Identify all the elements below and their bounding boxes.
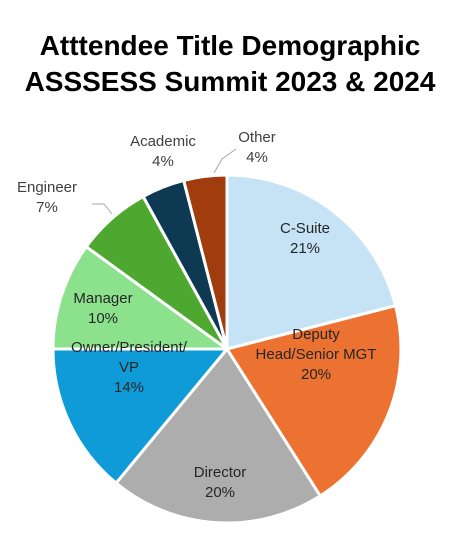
chart-title: Atttendee Title Demographic ASSSESS Summ… <box>0 28 460 100</box>
slice-category-label: Director <box>194 464 247 481</box>
slice-value-label: 4% <box>152 153 174 170</box>
pie-slice-c-suite <box>225 173 398 351</box>
leader-line-8 <box>213 148 237 174</box>
slice-value-label: 10% <box>88 310 118 327</box>
pie-labels: C-Suite 21%Deputy Head/Senior MGT 20%Direct… <box>17 129 376 501</box>
slice-category-label: Manager <box>73 290 132 307</box>
slice-category-label: Other <box>238 129 276 146</box>
slice-category-label: Deputy <box>292 326 340 343</box>
slice-label-6: Engineer 7% <box>17 179 77 216</box>
slice-category-label: C-Suite <box>280 220 330 237</box>
slice-label-2: Deputy Head/Senior MGT 20% <box>256 326 377 383</box>
pie-slices <box>51 173 403 525</box>
slice-category-label: VP <box>119 359 139 376</box>
slice-value-label: 14% <box>114 379 144 396</box>
slice-value-label: 7% <box>36 199 58 216</box>
slice-value-label: 21% <box>290 240 320 257</box>
pie-slice-manager <box>51 245 229 351</box>
slice-category-label: Academic <box>130 133 196 150</box>
chart-title-line-2: ASSSESS Summit 2023 & 2024 <box>24 66 436 97</box>
slice-label-1: C-Suite 21% <box>280 220 330 257</box>
slice-label-7: Academic 4% <box>130 133 196 170</box>
slice-category-label: Owner/President/ <box>71 339 188 356</box>
slice-label-3: Director 20% <box>194 464 247 501</box>
leader-line-6 <box>92 203 113 215</box>
slice-label-4: Owner/President/VP 14% <box>71 339 188 396</box>
slice-category-label: Head/Senior MGT <box>256 346 377 363</box>
slice-label-8: Other 4% <box>238 129 276 166</box>
slice-value-label: 20% <box>205 484 235 501</box>
pie-slice-director <box>114 347 322 525</box>
pie-slice-owner-president-vp <box>51 347 229 485</box>
pie-slice-other <box>182 173 229 351</box>
pie-slice-deputy-head-senior-mgt <box>225 304 403 498</box>
slice-value-label: 20% <box>301 366 331 383</box>
slice-value-label: 4% <box>246 149 268 166</box>
slice-category-label: Engineer <box>17 179 77 196</box>
slice-label-5: Manager 10% <box>73 290 132 327</box>
chart-title-line-1: Atttendee Title Demographic <box>39 30 421 61</box>
